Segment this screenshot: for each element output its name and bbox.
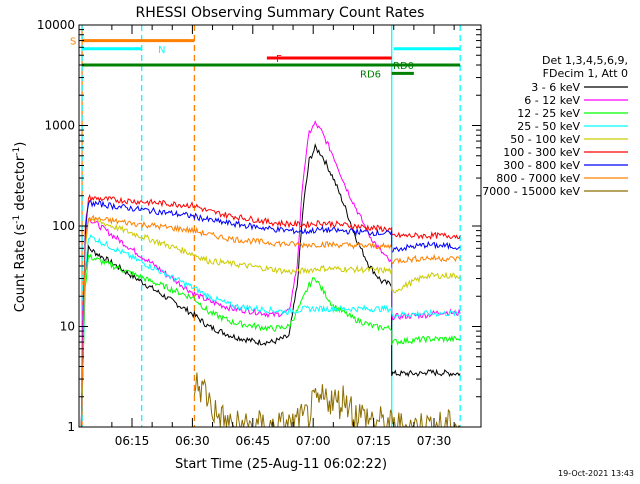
series-line-0 bbox=[80, 142, 461, 427]
x-tick-label-5: 07:30 bbox=[417, 434, 452, 448]
y-tick-label-2: 100 bbox=[52, 219, 75, 233]
y-tick-label-1: 10 bbox=[60, 320, 75, 334]
series-line-2 bbox=[80, 253, 461, 427]
legend-label-1: 6 - 12 keV bbox=[524, 94, 580, 107]
plot-area: S N F RD0 RD6 bbox=[70, 25, 461, 427]
y-tick-label-3: 1000 bbox=[44, 119, 75, 133]
series-group bbox=[80, 25, 461, 427]
legend-header-1: FDecim 1, Att 0 bbox=[543, 67, 628, 80]
legend-label-0: 3 - 6 keV bbox=[531, 81, 580, 94]
legend-label-4: 50 - 100 keV bbox=[510, 133, 580, 146]
flag-label-1: N bbox=[158, 45, 165, 56]
legend: Det 1,3,4,5,6,9,FDecim 1, Att 03 - 6 keV… bbox=[482, 54, 628, 198]
series-line-5 bbox=[80, 193, 461, 427]
x-tick-label-4: 07:15 bbox=[356, 434, 391, 448]
flag-label-4: RD6 bbox=[360, 69, 381, 80]
y-axis-label-tail: detector bbox=[13, 155, 28, 215]
legend-label-2: 12 - 25 keV bbox=[517, 107, 580, 120]
legend-header-0: Det 1,3,4,5,6,9, bbox=[542, 54, 628, 67]
legend-label-7: 800 - 7000 keV bbox=[496, 172, 580, 185]
series-line-4 bbox=[80, 216, 461, 427]
legend-label-3: 25 - 50 keV bbox=[517, 120, 580, 133]
x-tick-label-1: 06:30 bbox=[175, 434, 210, 448]
x-axis-label: Start Time (25-Aug-11 06:02:22) bbox=[175, 457, 387, 472]
y-axis-label-main: Count Rate (s bbox=[13, 224, 28, 313]
legend-label-8: 7000 - 15000 keV bbox=[482, 185, 580, 198]
axes: 1 10 100 1000 10000 06:15 06:30 06:45 07:00 07:15… bbox=[37, 18, 482, 448]
x-tick-label-0: 06:15 bbox=[115, 434, 150, 448]
flag-label-2: F bbox=[276, 54, 282, 65]
flag-label-0: S bbox=[70, 37, 76, 48]
series-line-1 bbox=[80, 120, 461, 427]
chart-title: RHESSI Observing Summary Count Rates bbox=[136, 5, 425, 21]
series-line-6 bbox=[80, 199, 461, 425]
y-axis-label-sup2: -1 bbox=[12, 147, 22, 156]
series-line-7 bbox=[80, 214, 461, 425]
y-tick-label-4: 10000 bbox=[37, 18, 75, 32]
flag-label-3: RD0 bbox=[393, 61, 414, 72]
y-axis-label: Count Rate (s-1 detector-1) bbox=[12, 142, 28, 313]
y-axis-label-close: ) bbox=[13, 142, 28, 147]
legend-label-5: 100 - 300 keV bbox=[503, 146, 580, 159]
y-tick-label-0: 1 bbox=[67, 420, 75, 434]
series-line-3 bbox=[80, 233, 461, 426]
legend-label-6: 300 - 800 keV bbox=[503, 159, 580, 172]
footer-timestamp: 19-Oct-2021 13:43 bbox=[558, 469, 634, 478]
x-tick-label-3: 07:00 bbox=[296, 434, 331, 448]
series-line-8 bbox=[193, 372, 461, 427]
y-axis-label-sup: -1 bbox=[12, 215, 22, 224]
x-tick-label-2: 06:45 bbox=[236, 434, 271, 448]
